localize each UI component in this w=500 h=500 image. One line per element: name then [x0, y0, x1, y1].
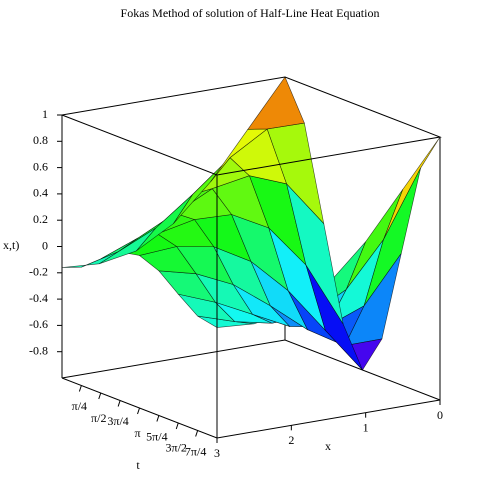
- t-tick: [78, 385, 82, 392]
- box-edge: [61, 339, 441, 401]
- t-tick: [195, 430, 199, 437]
- t-tick: [156, 415, 160, 422]
- chart-title: Fokas Method of solution of Half-Line He…: [121, 6, 380, 20]
- box-edge: [61, 377, 441, 439]
- z-tick-label: 0.8: [33, 133, 48, 147]
- z-tick-label: 0.6: [33, 159, 48, 173]
- z-tick-label: -0.2: [29, 265, 48, 279]
- z-tick-label: 0: [42, 238, 48, 252]
- t-axis-label: t: [136, 458, 140, 472]
- z-tick-label: 1: [42, 107, 48, 121]
- t-tick-label: 3π/4: [107, 414, 128, 428]
- z-tick-label: 0.4: [33, 186, 48, 200]
- x-tick-label: 1: [363, 420, 369, 434]
- z-tick-label: 0.2: [33, 212, 48, 226]
- t-tick: [175, 422, 179, 430]
- z-tick-label: -0.6: [29, 317, 48, 331]
- x-axis-label: x: [325, 439, 331, 453]
- t-tick: [117, 400, 121, 407]
- surface-patch: [247, 76, 305, 130]
- z-tick-label: -0.4: [29, 291, 48, 305]
- z-axis-label: x,t): [3, 238, 19, 252]
- axes: 10.80.60.40.20-0.2-0.4-0.6-0.80123π/4π/2…: [29, 107, 443, 460]
- x-tick-label: 0: [437, 408, 443, 422]
- z-tick-label: -0.8: [29, 343, 48, 357]
- t-tick-label: 5π/4: [146, 429, 167, 443]
- t-tick: [137, 407, 140, 415]
- t-tick: [98, 392, 102, 400]
- surface: [61, 76, 441, 371]
- t-tick-label: π: [134, 426, 140, 440]
- t-tick-label: 3π/2: [166, 441, 187, 455]
- t-tick-label: 7π/4: [185, 444, 206, 458]
- x-tick-label: 3: [214, 446, 220, 460]
- t-tick-label: π/4: [72, 399, 87, 413]
- x-tick-label: 2: [288, 433, 294, 447]
- t-tick-label: π/2: [91, 411, 106, 425]
